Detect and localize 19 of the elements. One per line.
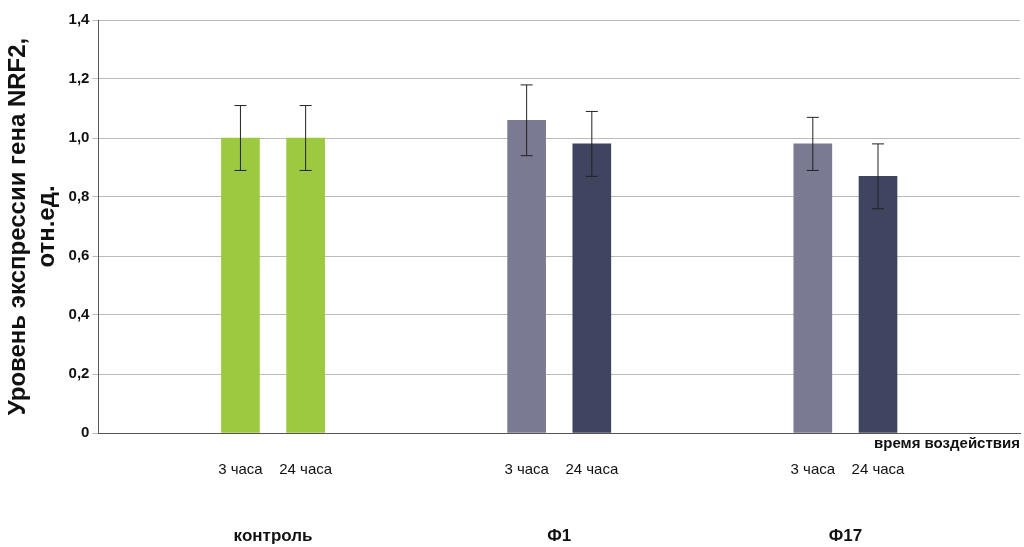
y-tick-label: 0 [81,423,90,441]
text: Ф17 [828,526,863,545]
y-tick-label: 1,0 [68,128,90,146]
y-tick-label: 0,8 [68,187,90,205]
y-tick-label: 0,4 [68,305,91,323]
y-tick-label: 1,4 [68,10,91,28]
y-tick-label: 0,2 [68,364,90,382]
text: Ф1 [547,526,572,545]
x-tick-label: 24 часа [279,460,333,478]
y-axis-title: Уровень экспрессии гена NRF2, отн.ед. [3,37,59,416]
x-tick-label: 3 часа [790,460,836,478]
x-tick-label: 24 часа [851,460,906,478]
x-tick-label: 3 часа [218,460,264,478]
x-tick-label: 24 часа [565,460,619,478]
text: контроль [233,526,313,545]
y-tick-label: 0,6 [68,246,90,264]
x-axis-title: время воздействия [874,433,1020,451]
x-tick-label: 3 часа [504,460,550,478]
y-tick-label: 1,2 [68,69,90,87]
